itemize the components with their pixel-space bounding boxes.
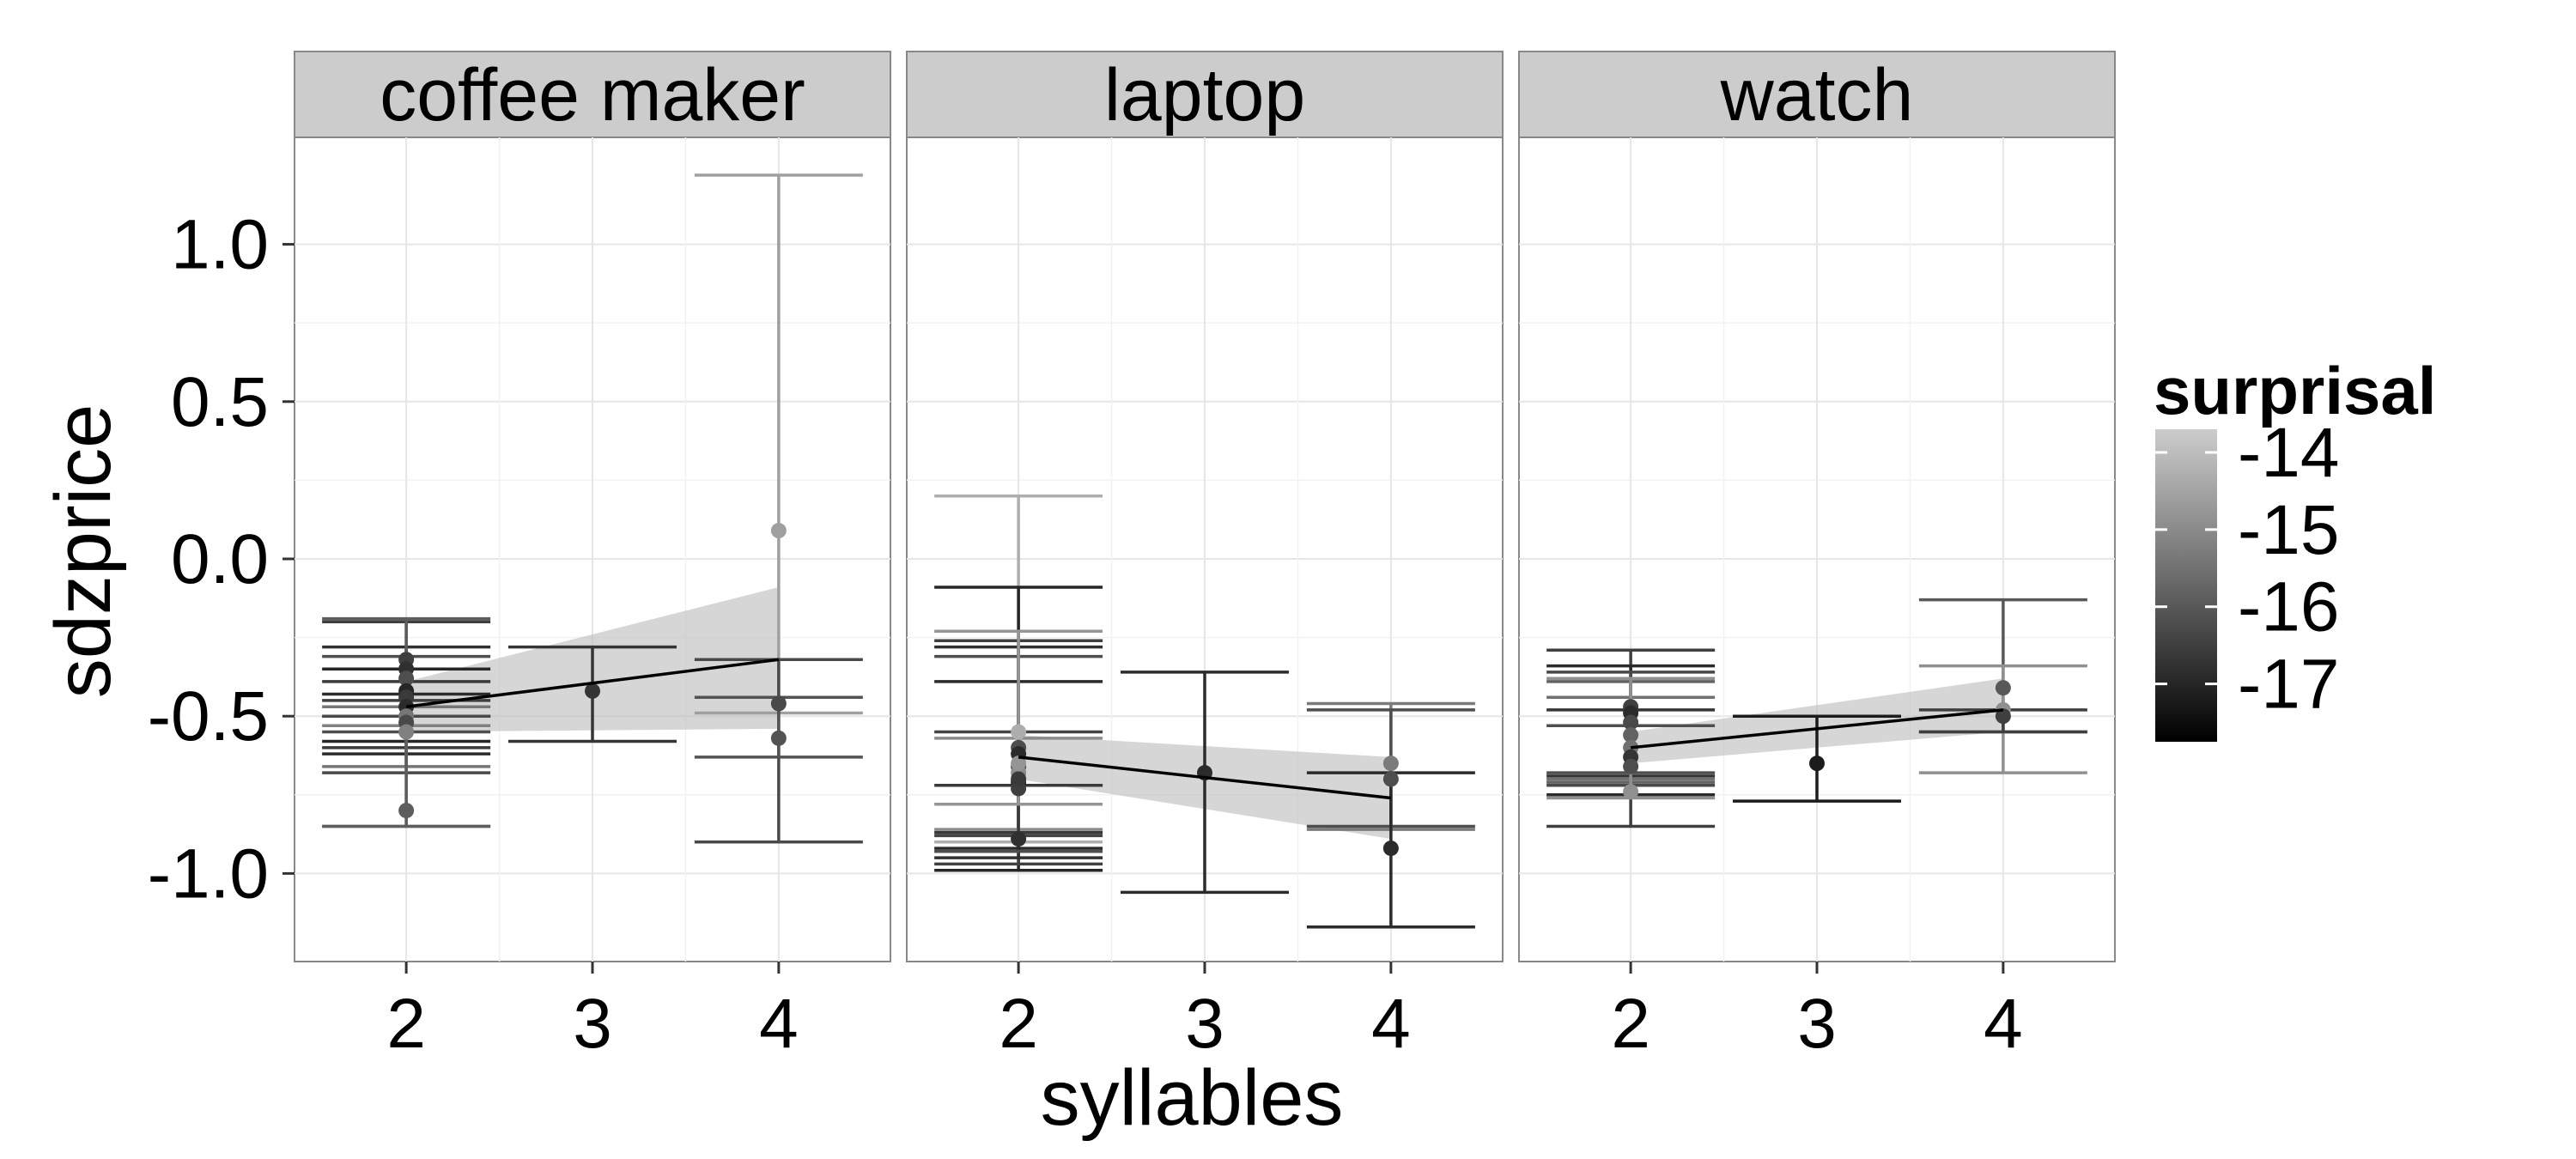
legend-label: -14 <box>2238 414 2340 492</box>
facet-panel-laptop: laptop 2 3 4 <box>906 51 1504 1063</box>
data-point <box>398 671 415 687</box>
data-point <box>1382 771 1399 787</box>
data-point <box>1382 755 1399 772</box>
data-point <box>1995 708 2011 725</box>
y-axis-title: sdzprice <box>39 404 127 699</box>
data-point <box>770 730 787 746</box>
legend-ticks: -14-15-16-17 <box>2155 414 2340 724</box>
x-tick-label: 2 <box>1611 985 1650 1063</box>
y-tick-label: 1.0 <box>171 206 269 284</box>
color-legend: surprisal -14-15-16-17 <box>2154 353 2436 742</box>
x-tick-label: 2 <box>999 985 1038 1063</box>
x-tick-label: 3 <box>573 985 612 1063</box>
y-tick-label: -1.0 <box>148 834 269 913</box>
y-tick-label: 0.5 <box>171 363 269 441</box>
gridlines <box>295 137 890 962</box>
data-point <box>1623 727 1639 743</box>
x-tick-label: 3 <box>1797 985 1837 1063</box>
legend-label: -15 <box>2238 491 2340 569</box>
data-point <box>770 695 787 712</box>
x-axis-title: syllables <box>1041 1054 1344 1142</box>
legend-label: -17 <box>2238 646 2340 724</box>
data-point <box>1011 724 1027 740</box>
x-tick-label: 2 <box>386 985 426 1063</box>
facet-strip-label: laptop <box>1104 54 1305 137</box>
facet-strip-label: coffee maker <box>380 54 805 137</box>
data-point <box>585 683 600 699</box>
legend-label: -16 <box>2238 568 2340 646</box>
fit-line <box>1630 708 2004 749</box>
data-point <box>1809 755 1825 772</box>
facet-strip-label: watch <box>1720 54 1914 137</box>
legend-title: surprisal <box>2154 353 2436 428</box>
facet-panel-coffee-maker: coffee maker 2 3 4 <box>294 51 891 1063</box>
facet-strip <box>294 51 891 138</box>
fit-line <box>1018 755 1392 800</box>
y-tick-label: -0.5 <box>148 677 269 755</box>
x-tick-label: 4 <box>1371 985 1411 1063</box>
facet-panel-watch: watch 2 3 4 <box>1518 51 2116 1063</box>
legend-colorbar <box>2155 429 2217 742</box>
data-point <box>1011 755 1027 772</box>
data-point <box>398 803 415 819</box>
data-point <box>1623 758 1639 774</box>
x-tick-label: 4 <box>1984 985 2023 1063</box>
data-point <box>1011 831 1027 847</box>
data-point <box>398 724 415 740</box>
data-point <box>770 523 787 539</box>
data-point <box>1382 840 1399 857</box>
fit-line <box>405 658 780 708</box>
facet-panels: coffee maker 2 3 4 laptop 2 3 4 watch 2 3 4 <box>294 51 2116 1063</box>
gridlines <box>1519 137 2115 962</box>
data-point <box>1995 680 2011 696</box>
x-tick-label: 4 <box>759 985 799 1063</box>
data-point <box>1011 771 1027 787</box>
y-axis: 1.0 0.5 0.0 -0.5 -1.0 <box>148 206 295 913</box>
data-point <box>1623 784 1639 800</box>
x-tick-label: 3 <box>1185 985 1224 1063</box>
y-tick-label: 0.0 <box>171 520 269 598</box>
data-point <box>1623 714 1639 731</box>
errorbar <box>1121 671 1289 895</box>
